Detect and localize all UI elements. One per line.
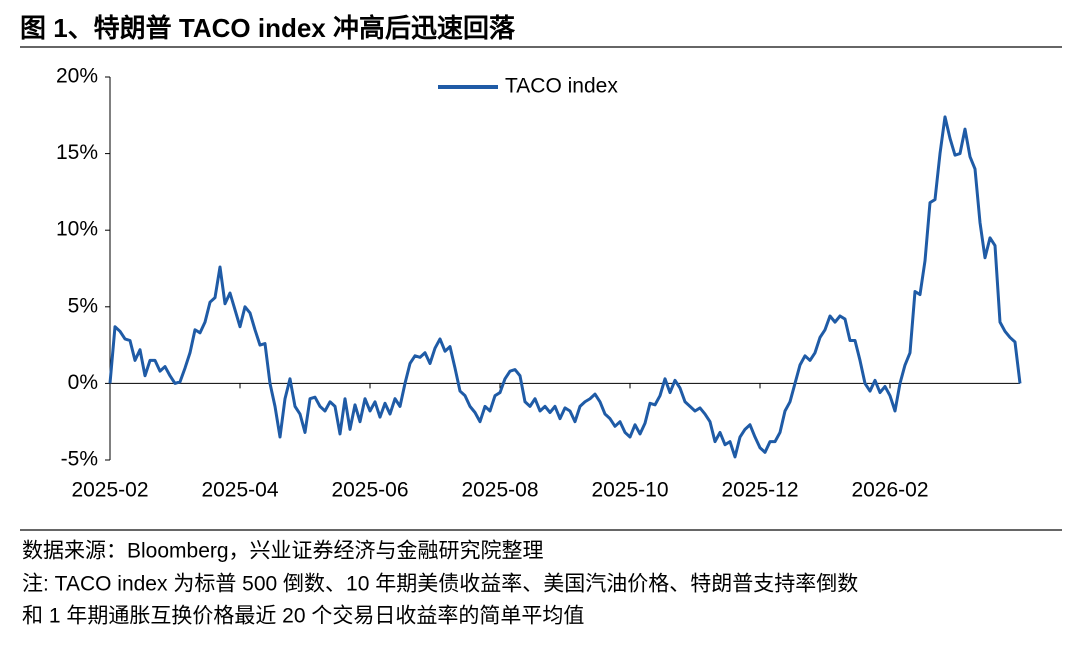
source: 数据来源：Bloomberg，兴业证券经济与金融研究院整理: [22, 540, 544, 563]
chart-title: 图 1、特朗普 TACO index 冲高后迅速回落: [20, 13, 516, 43]
y-tick-label: 15%: [56, 141, 98, 164]
y-tick-label: 10%: [56, 218, 98, 241]
x-tick-label: 2025-04: [201, 479, 278, 502]
x-tick-label: 2026-02: [851, 479, 928, 502]
y-tick-label: -5%: [61, 448, 98, 471]
x-tick-label: 2025-08: [461, 479, 538, 502]
x-tick-label: 2025-12: [721, 479, 798, 502]
note: 和 1 年期通胀互换价格最近 20 个交易日收益率的简单平均值: [22, 605, 584, 628]
x-tick-label: 2025-10: [591, 479, 668, 502]
line-series: [108, 115, 1022, 459]
x-tick-label: 2025-06: [331, 479, 408, 502]
y-tick-label: 5%: [68, 294, 98, 317]
note: 注: TACO index 为标普 500 倒数、10 年期美债收益率、美国汽油…: [22, 573, 858, 596]
y-tick-label: 20%: [56, 65, 98, 88]
y-tick-label: 0%: [68, 371, 98, 394]
x-tick-label: 2025-02: [71, 479, 148, 502]
legend-label: TACO index: [505, 75, 618, 98]
